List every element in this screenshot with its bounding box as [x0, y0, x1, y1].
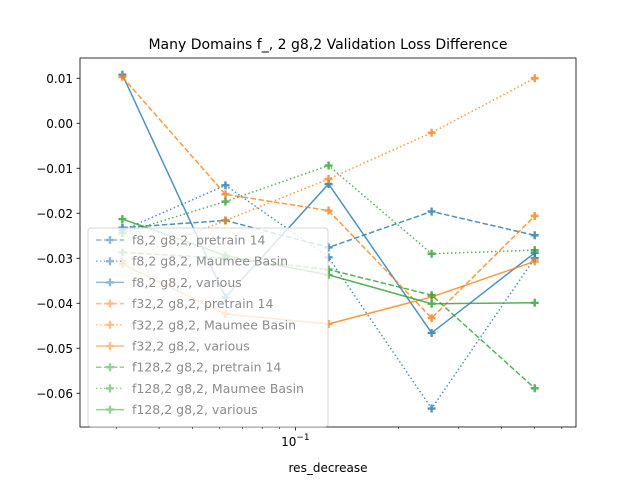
data-point-marker	[530, 211, 539, 220]
legend-box	[87, 227, 329, 428]
data-point-marker	[221, 197, 230, 206]
y-tick-label: −0.06	[36, 387, 73, 401]
series-4	[118, 72, 539, 323]
legend-entry	[96, 405, 124, 414]
legend-marker	[106, 299, 114, 308]
series-5	[118, 74, 539, 265]
axes	[79, 57, 577, 428]
data-point-marker	[221, 216, 230, 225]
legend-entry	[96, 299, 124, 308]
legend-label: f32,2 g8,2, pretrain 14	[132, 296, 273, 311]
data-point-marker	[427, 328, 436, 337]
legend-marker	[106, 384, 114, 393]
x-tick-label: 10−1	[281, 433, 310, 449]
legend-label: f128,2 g8,2, Maumee Basin	[132, 381, 304, 396]
data-point-marker	[530, 298, 539, 307]
legend-label: f32,2 g8,2, various	[132, 339, 250, 354]
legend-entry	[96, 278, 124, 287]
legend-marker	[106, 236, 114, 244]
legend-marker	[106, 278, 114, 287]
legend-entry	[96, 342, 124, 350]
legend-marker	[106, 405, 114, 414]
y-tick-label: −0.02	[36, 207, 73, 221]
data-point-marker	[427, 249, 436, 258]
data-point-marker	[324, 175, 333, 184]
data-point-marker	[324, 161, 333, 170]
legend: f8,2 g8,2, pretrain 14 f8,2 g8,2, Maumee …	[87, 227, 329, 428]
y-tick-label: −0.04	[36, 297, 73, 311]
data-point-marker	[221, 181, 230, 190]
series-line	[121, 76, 536, 320]
legend-marker	[106, 363, 114, 372]
data-point-marker	[530, 231, 539, 240]
legend-label: f8,2 g8,2, pretrain 14	[132, 233, 266, 248]
legend-label: f8,2 g8,2, Maumee Basin	[132, 254, 288, 269]
legend-entry	[96, 236, 124, 244]
legend-entry	[96, 320, 124, 329]
data-point-marker	[530, 246, 539, 255]
legend-label: f8,2 g8,2, various	[132, 275, 242, 290]
legend-marker	[106, 342, 114, 350]
legend-label: f32,2 g8,2, Maumee Basin	[132, 317, 296, 332]
y-tick-label: −0.05	[36, 342, 73, 356]
legend-marker	[106, 257, 114, 266]
legend-label: f128,2 g8,2, various	[132, 402, 258, 417]
plot-frame	[79, 57, 577, 428]
data-point-marker	[427, 128, 436, 137]
y-tick-label: 0.00	[46, 117, 73, 131]
data-point-marker	[530, 257, 539, 266]
legend-entry	[96, 363, 124, 372]
data-point-marker	[427, 299, 436, 308]
data-point-marker	[427, 314, 436, 323]
data-point-marker	[530, 74, 539, 83]
data-point-marker	[427, 207, 436, 216]
y-tick-label: 0.01	[46, 72, 73, 86]
data-point-marker	[427, 404, 436, 413]
chart-title: Many Domains f_, 2 g8,2 Validation Loss …	[148, 37, 507, 53]
data-point-marker	[221, 190, 230, 199]
legend-entry	[96, 384, 124, 393]
data-point-marker	[324, 206, 333, 215]
axis-ticks: 0.01 0.00 −0.01 −0.02 −0.03 −0.04 −0.05 −0.06 10…	[36, 72, 563, 449]
y-tick-label: −0.01	[36, 162, 73, 176]
legend-marker	[106, 320, 114, 329]
data-point-marker	[118, 215, 127, 224]
data-point-marker	[530, 384, 539, 393]
data-point-marker	[118, 72, 127, 81]
y-tick-label: −0.03	[36, 252, 73, 266]
x-axis-label: res_decrease	[289, 461, 368, 475]
legend-entry	[96, 257, 124, 266]
data-point-marker	[427, 291, 436, 300]
legend-label: f128,2 g8,2, pretrain 14	[132, 360, 281, 375]
